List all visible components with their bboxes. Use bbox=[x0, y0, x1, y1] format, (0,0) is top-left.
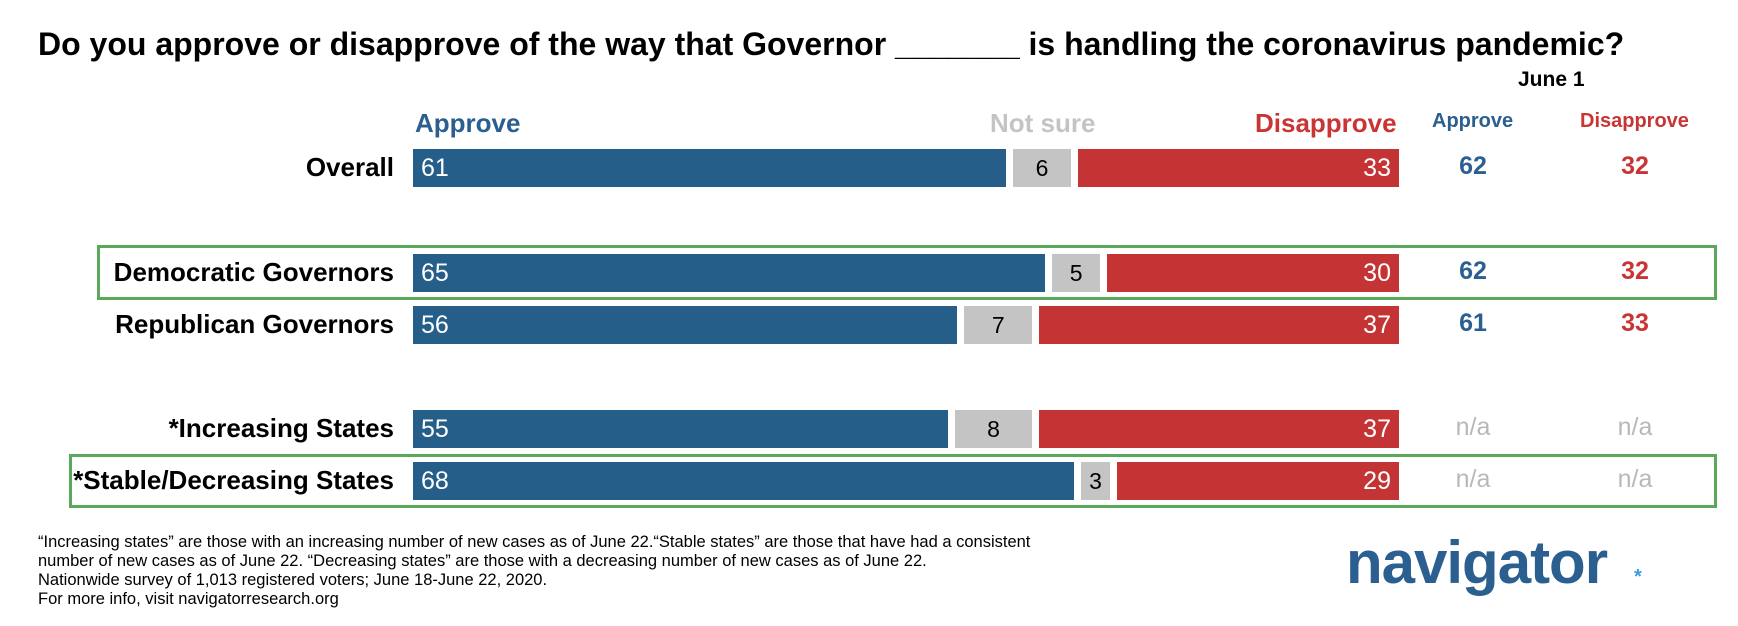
approve-bar-label: 56 bbox=[421, 310, 449, 339]
disapprove-bar-label: 29 bbox=[1363, 466, 1391, 495]
footnotes: “Increasing states” are those with an in… bbox=[38, 533, 1030, 609]
june-disapprove-value: 33 bbox=[1621, 309, 1649, 337]
not-sure-bar-label: 7 bbox=[991, 311, 1005, 338]
row-label: Republican Governors bbox=[115, 309, 394, 339]
not-sure-bar-label: 8 bbox=[987, 415, 1000, 442]
footnote-line: “Increasing states” are those with an in… bbox=[38, 533, 1031, 551]
not-sure-bar: 7 bbox=[964, 306, 1033, 344]
disapprove-bar-label: 37 bbox=[1363, 310, 1391, 339]
june-disapprove-value: n/a bbox=[1617, 413, 1653, 441]
footnote-line: For more info, visit navigatorresearch.o… bbox=[38, 590, 339, 608]
footnote-line: Nationwide survey of 1,013 registered vo… bbox=[38, 571, 548, 589]
row-label: Democratic Governors bbox=[113, 257, 394, 287]
highlight-box-democratic bbox=[97, 245, 1717, 300]
disapprove-bar: 37 bbox=[1039, 410, 1399, 448]
approve-bar: 56 bbox=[413, 306, 958, 344]
row-label: Overall bbox=[305, 152, 394, 182]
not-sure-bar: 5 bbox=[1051, 254, 1101, 292]
june-approve-value: n/a bbox=[1455, 465, 1491, 493]
june-approve-value: 61 bbox=[1459, 309, 1487, 337]
june-1-label: June 1 bbox=[1518, 68, 1585, 91]
approve-bar-label: 61 bbox=[421, 153, 449, 182]
june-approve-value: n/a bbox=[1455, 413, 1491, 441]
not-sure-bar-label: 5 bbox=[1069, 259, 1083, 286]
logo-asterisk-icon: * bbox=[1634, 566, 1642, 588]
disapprove-bar: 33 bbox=[1078, 149, 1399, 187]
approve-bar: 68 bbox=[413, 462, 1074, 500]
disapprove-bar: 37 bbox=[1039, 306, 1399, 344]
approve-bar-label: 65 bbox=[421, 258, 449, 287]
not-sure-bar-label: 3 bbox=[1089, 467, 1102, 494]
highlight-box-stable bbox=[69, 454, 1717, 508]
not-sure-bar-label: 6 bbox=[1035, 154, 1049, 181]
june-approve-value: 62 bbox=[1459, 257, 1487, 285]
approve-bar-label: 55 bbox=[421, 414, 449, 443]
not-sure-bar: 6 bbox=[1012, 149, 1072, 187]
disapprove-bar-label: 37 bbox=[1363, 414, 1391, 443]
disapprove-bar: 30 bbox=[1107, 254, 1399, 292]
june-disapprove-header: Disapprove bbox=[1580, 110, 1689, 132]
not-sure-bar: 3 bbox=[1080, 462, 1111, 500]
june-approve-value: 62 bbox=[1459, 152, 1487, 180]
not-sure-bar: 8 bbox=[954, 410, 1033, 448]
june-approve-header: Approve bbox=[1432, 110, 1514, 132]
disapprove-header: Disapprove bbox=[1255, 108, 1397, 138]
row-label: *Increasing States bbox=[168, 413, 394, 443]
june-disapprove-value: n/a bbox=[1617, 465, 1653, 493]
approve-bar: 61 bbox=[413, 149, 1006, 187]
not-sure-header: Not sure bbox=[990, 108, 1096, 138]
footnote-line: number of new cases as of June 22. “Decr… bbox=[38, 552, 927, 570]
june-disapprove-value: 32 bbox=[1621, 152, 1649, 180]
approve-bar: 65 bbox=[413, 254, 1045, 292]
approve-header: Approve bbox=[415, 108, 521, 138]
chart-title: Do you approve or disapprove of the way … bbox=[38, 26, 1625, 62]
approve-bar: 55 bbox=[413, 410, 948, 448]
navigator-logo: navigator bbox=[1346, 529, 1608, 596]
june-disapprove-value: 32 bbox=[1621, 257, 1649, 285]
approve-bar-label: 68 bbox=[421, 466, 449, 495]
disapprove-bar-label: 33 bbox=[1363, 153, 1391, 182]
disapprove-bar-label: 30 bbox=[1363, 258, 1391, 287]
disapprove-bar: 29 bbox=[1117, 462, 1399, 500]
row-label: *Stable/Decreasing States bbox=[73, 465, 394, 495]
